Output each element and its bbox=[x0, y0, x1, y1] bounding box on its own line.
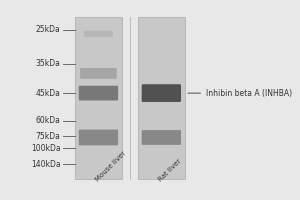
FancyBboxPatch shape bbox=[84, 31, 113, 37]
Text: 60kDa: 60kDa bbox=[35, 116, 60, 125]
FancyBboxPatch shape bbox=[79, 86, 118, 100]
Text: 100kDa: 100kDa bbox=[31, 144, 60, 153]
Text: 140kDa: 140kDa bbox=[31, 160, 60, 169]
Text: 35kDa: 35kDa bbox=[35, 59, 60, 68]
Text: 45kDa: 45kDa bbox=[35, 89, 60, 98]
Text: Mouse liver: Mouse liver bbox=[94, 150, 127, 183]
Text: Inhibin beta A (INHBA): Inhibin beta A (INHBA) bbox=[206, 89, 292, 98]
FancyBboxPatch shape bbox=[80, 68, 117, 79]
FancyBboxPatch shape bbox=[142, 84, 181, 102]
Text: 25kDa: 25kDa bbox=[36, 25, 60, 34]
FancyBboxPatch shape bbox=[79, 130, 118, 145]
FancyBboxPatch shape bbox=[142, 130, 181, 145]
Text: 75kDa: 75kDa bbox=[35, 132, 60, 141]
FancyBboxPatch shape bbox=[138, 17, 185, 179]
Text: Rat liver: Rat liver bbox=[157, 158, 182, 183]
FancyBboxPatch shape bbox=[75, 17, 122, 179]
